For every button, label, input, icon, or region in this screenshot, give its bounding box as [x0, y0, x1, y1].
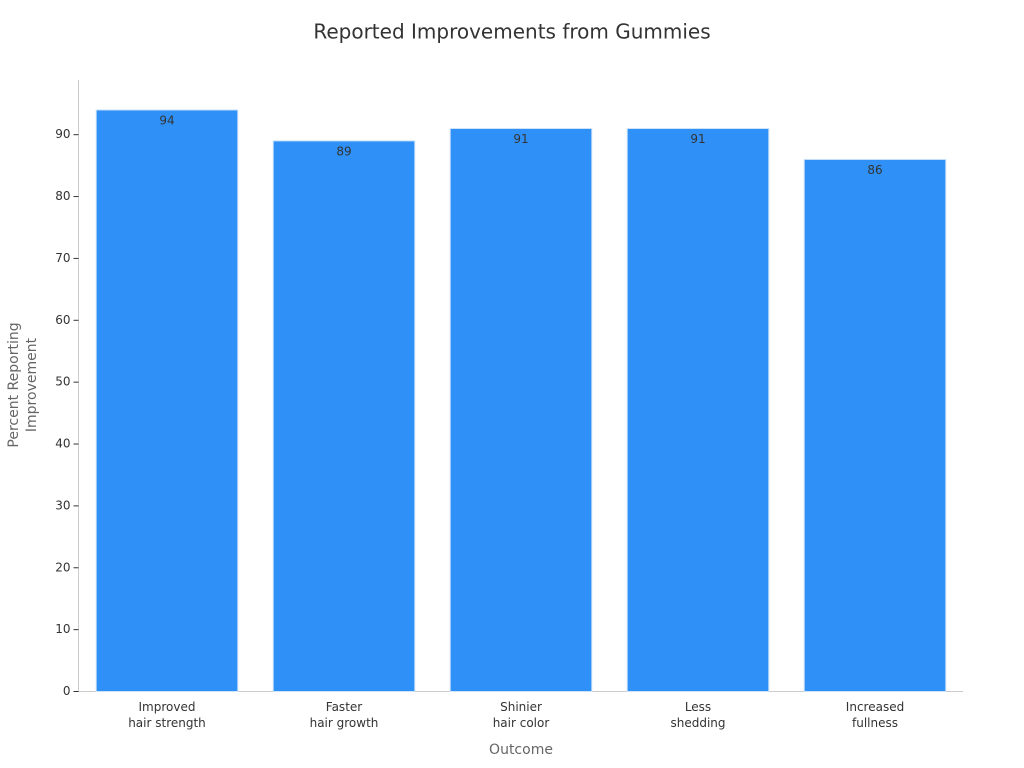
bar	[449, 127, 593, 693]
x-tick-label: fullness	[852, 716, 898, 730]
x-axis-title: Outcome	[489, 742, 553, 758]
y-tick-label: 90	[55, 127, 70, 141]
x-tick-label: Improved	[139, 700, 196, 714]
x-tick-label: Less	[685, 700, 711, 714]
y-axis-title-line: Improvement	[24, 337, 40, 432]
x-tick-label: hair growth	[310, 716, 379, 730]
x-tick-label: Shinier	[500, 700, 542, 714]
x-tick-label: Increased	[846, 700, 904, 714]
y-tick-label: 40	[55, 437, 70, 451]
value-label: 91	[513, 132, 528, 146]
y-axis-title: Percent Reporting Improvement	[6, 322, 40, 447]
y-tick-label: 70	[55, 251, 70, 265]
y-tick-label: 50	[55, 375, 70, 389]
x-tick-label: hair strength	[128, 716, 206, 730]
value-label: 89	[336, 144, 351, 158]
y-tick-label: 80	[55, 189, 70, 203]
bar	[803, 158, 947, 692]
bar	[626, 127, 770, 693]
value-label: 91	[690, 132, 705, 146]
y-axis-title-line: Percent Reporting	[6, 322, 22, 447]
value-label: 94	[159, 113, 174, 127]
bar	[272, 140, 416, 692]
chart-title: Reported Improvements from Gummies	[313, 20, 710, 44]
x-tick-label: hair color	[493, 716, 550, 730]
y-tick-label: 0	[63, 684, 71, 698]
y-tick-label: 20	[55, 560, 70, 574]
value-label: 86	[867, 163, 882, 177]
y-tick-label: 60	[55, 313, 70, 327]
y-tick-label: 30	[55, 498, 70, 512]
y-tick-label: 10	[55, 622, 70, 636]
x-tick-label: shedding	[670, 716, 725, 730]
bar	[95, 109, 239, 693]
x-tick-label: Faster	[326, 700, 362, 714]
